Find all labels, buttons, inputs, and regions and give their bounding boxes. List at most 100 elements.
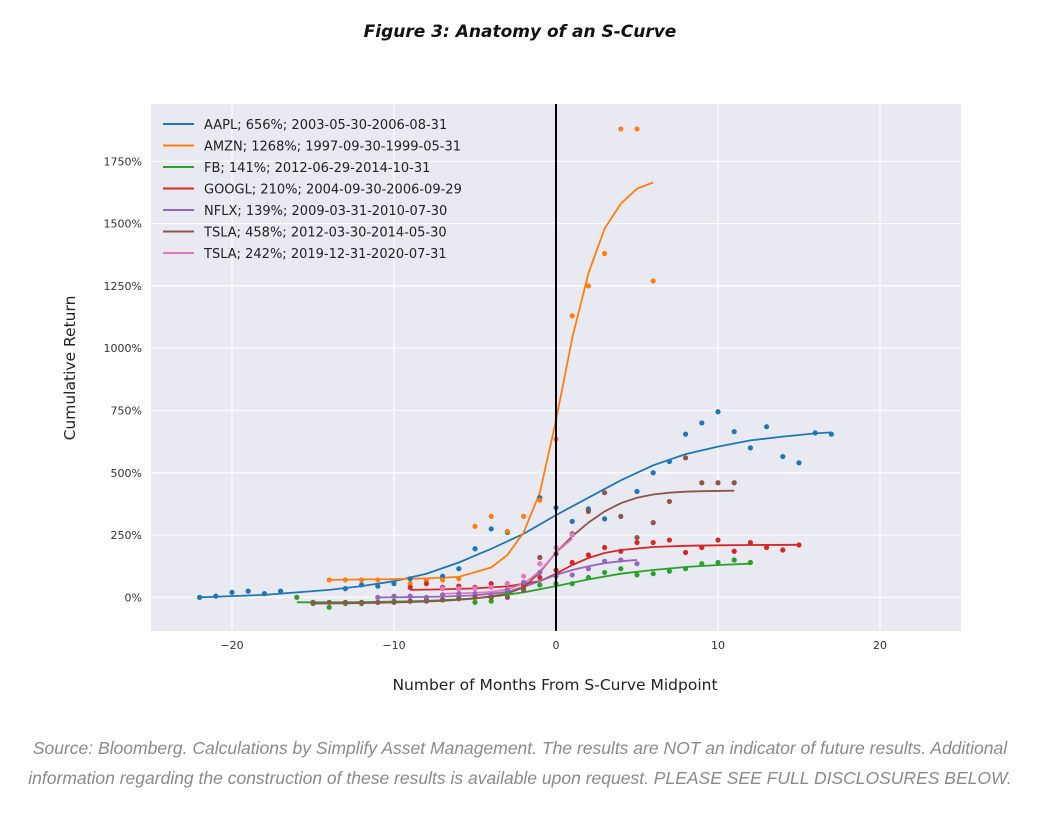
data-point [521, 579, 527, 586]
data-point [456, 566, 462, 572]
y-tick-label: 1000% [104, 342, 142, 355]
y-tick-label: 1750% [104, 155, 142, 168]
data-point [456, 586, 462, 592]
data-point [488, 513, 494, 519]
x-tick-label: 0 [553, 639, 560, 652]
x-tick-label: −10 [382, 639, 405, 652]
data-point [407, 593, 413, 599]
data-point [213, 593, 219, 599]
data-point [602, 544, 608, 551]
data-point [602, 250, 608, 257]
data-point [569, 581, 575, 587]
data-point [521, 513, 527, 519]
data-point [634, 488, 640, 495]
x-tick-label: −20 [220, 639, 243, 652]
data-point [715, 409, 721, 415]
data-point [650, 470, 656, 476]
data-point [521, 573, 527, 579]
data-point [585, 552, 592, 558]
data-point [472, 591, 478, 597]
data-point [699, 544, 705, 551]
data-point [326, 604, 332, 610]
data-point [666, 537, 673, 543]
data-point [423, 598, 429, 604]
data-point [278, 588, 284, 594]
data-point [585, 508, 592, 514]
data-point [812, 430, 818, 436]
data-points [197, 126, 835, 610]
data-point [650, 278, 656, 284]
data-point [780, 547, 786, 553]
data-point [504, 528, 510, 534]
data-point [634, 539, 640, 546]
data-point [391, 599, 397, 605]
data-point [731, 429, 737, 435]
data-point [828, 431, 835, 437]
data-point [472, 523, 478, 529]
data-point [569, 518, 575, 524]
data-point [456, 596, 462, 602]
data-point [666, 458, 673, 465]
data-point [731, 557, 737, 563]
data-point [537, 582, 543, 588]
data-point [504, 594, 510, 600]
y-axis-label: Cumulative Return [61, 296, 79, 441]
legend-entry: AAPL; 656%; 2003-05-30-2006-08-31 [204, 118, 447, 133]
data-point [634, 572, 640, 578]
data-point [391, 581, 397, 587]
data-point [650, 571, 656, 577]
data-point [504, 587, 510, 593]
data-point [618, 513, 624, 519]
series-curve [410, 543, 800, 591]
data-point [342, 577, 348, 583]
y-tick-labels: 0% 250% 500% 750% 1000% 1250% 1500% 1750% [104, 155, 142, 604]
legend-entry: NFLX; 139%; 2009-03-31-2010-07-30 [204, 204, 447, 219]
data-point [472, 546, 478, 552]
y-tick-label: 1500% [104, 218, 142, 231]
data-point [618, 548, 624, 554]
data-point [407, 576, 413, 582]
data-point [634, 561, 640, 567]
data-point [780, 453, 786, 460]
data-point [683, 431, 689, 437]
data-point [342, 599, 348, 605]
data-point [747, 539, 754, 546]
data-point [359, 599, 365, 605]
data-point [488, 584, 494, 590]
data-point [650, 520, 656, 526]
data-point [375, 599, 381, 605]
data-point [715, 537, 721, 543]
data-point [747, 445, 754, 451]
data-point [440, 586, 446, 592]
data-point [683, 566, 689, 572]
data-point [472, 586, 478, 592]
data-point [683, 455, 689, 461]
legend-entry: AMZN; 1268%; 1997-09-30-1999-05-31 [204, 140, 461, 155]
legend-entry: TSLA; 242%; 2019-12-31-2020-07-31 [203, 247, 447, 262]
data-point [537, 569, 543, 576]
data-point [391, 593, 397, 599]
data-point [618, 557, 624, 563]
data-point [197, 594, 203, 600]
y-tick-label: 500% [111, 467, 142, 480]
legend-entry: FB; 141%; 2012-06-29-2014-10-31 [204, 161, 430, 176]
data-point [683, 549, 689, 556]
data-point [585, 283, 592, 289]
data-point [537, 574, 543, 581]
data-point [537, 497, 543, 503]
data-point [715, 480, 721, 486]
data-point [585, 574, 592, 581]
data-point [731, 480, 737, 486]
x-tick-label: 20 [873, 639, 887, 652]
data-point [666, 498, 673, 505]
data-point [407, 584, 413, 590]
data-point [764, 544, 770, 551]
data-point [602, 516, 608, 522]
data-point [715, 559, 721, 566]
data-point [796, 460, 802, 466]
data-point [407, 581, 413, 587]
data-point [488, 594, 494, 600]
data-point [472, 599, 478, 605]
data-point [423, 577, 429, 583]
